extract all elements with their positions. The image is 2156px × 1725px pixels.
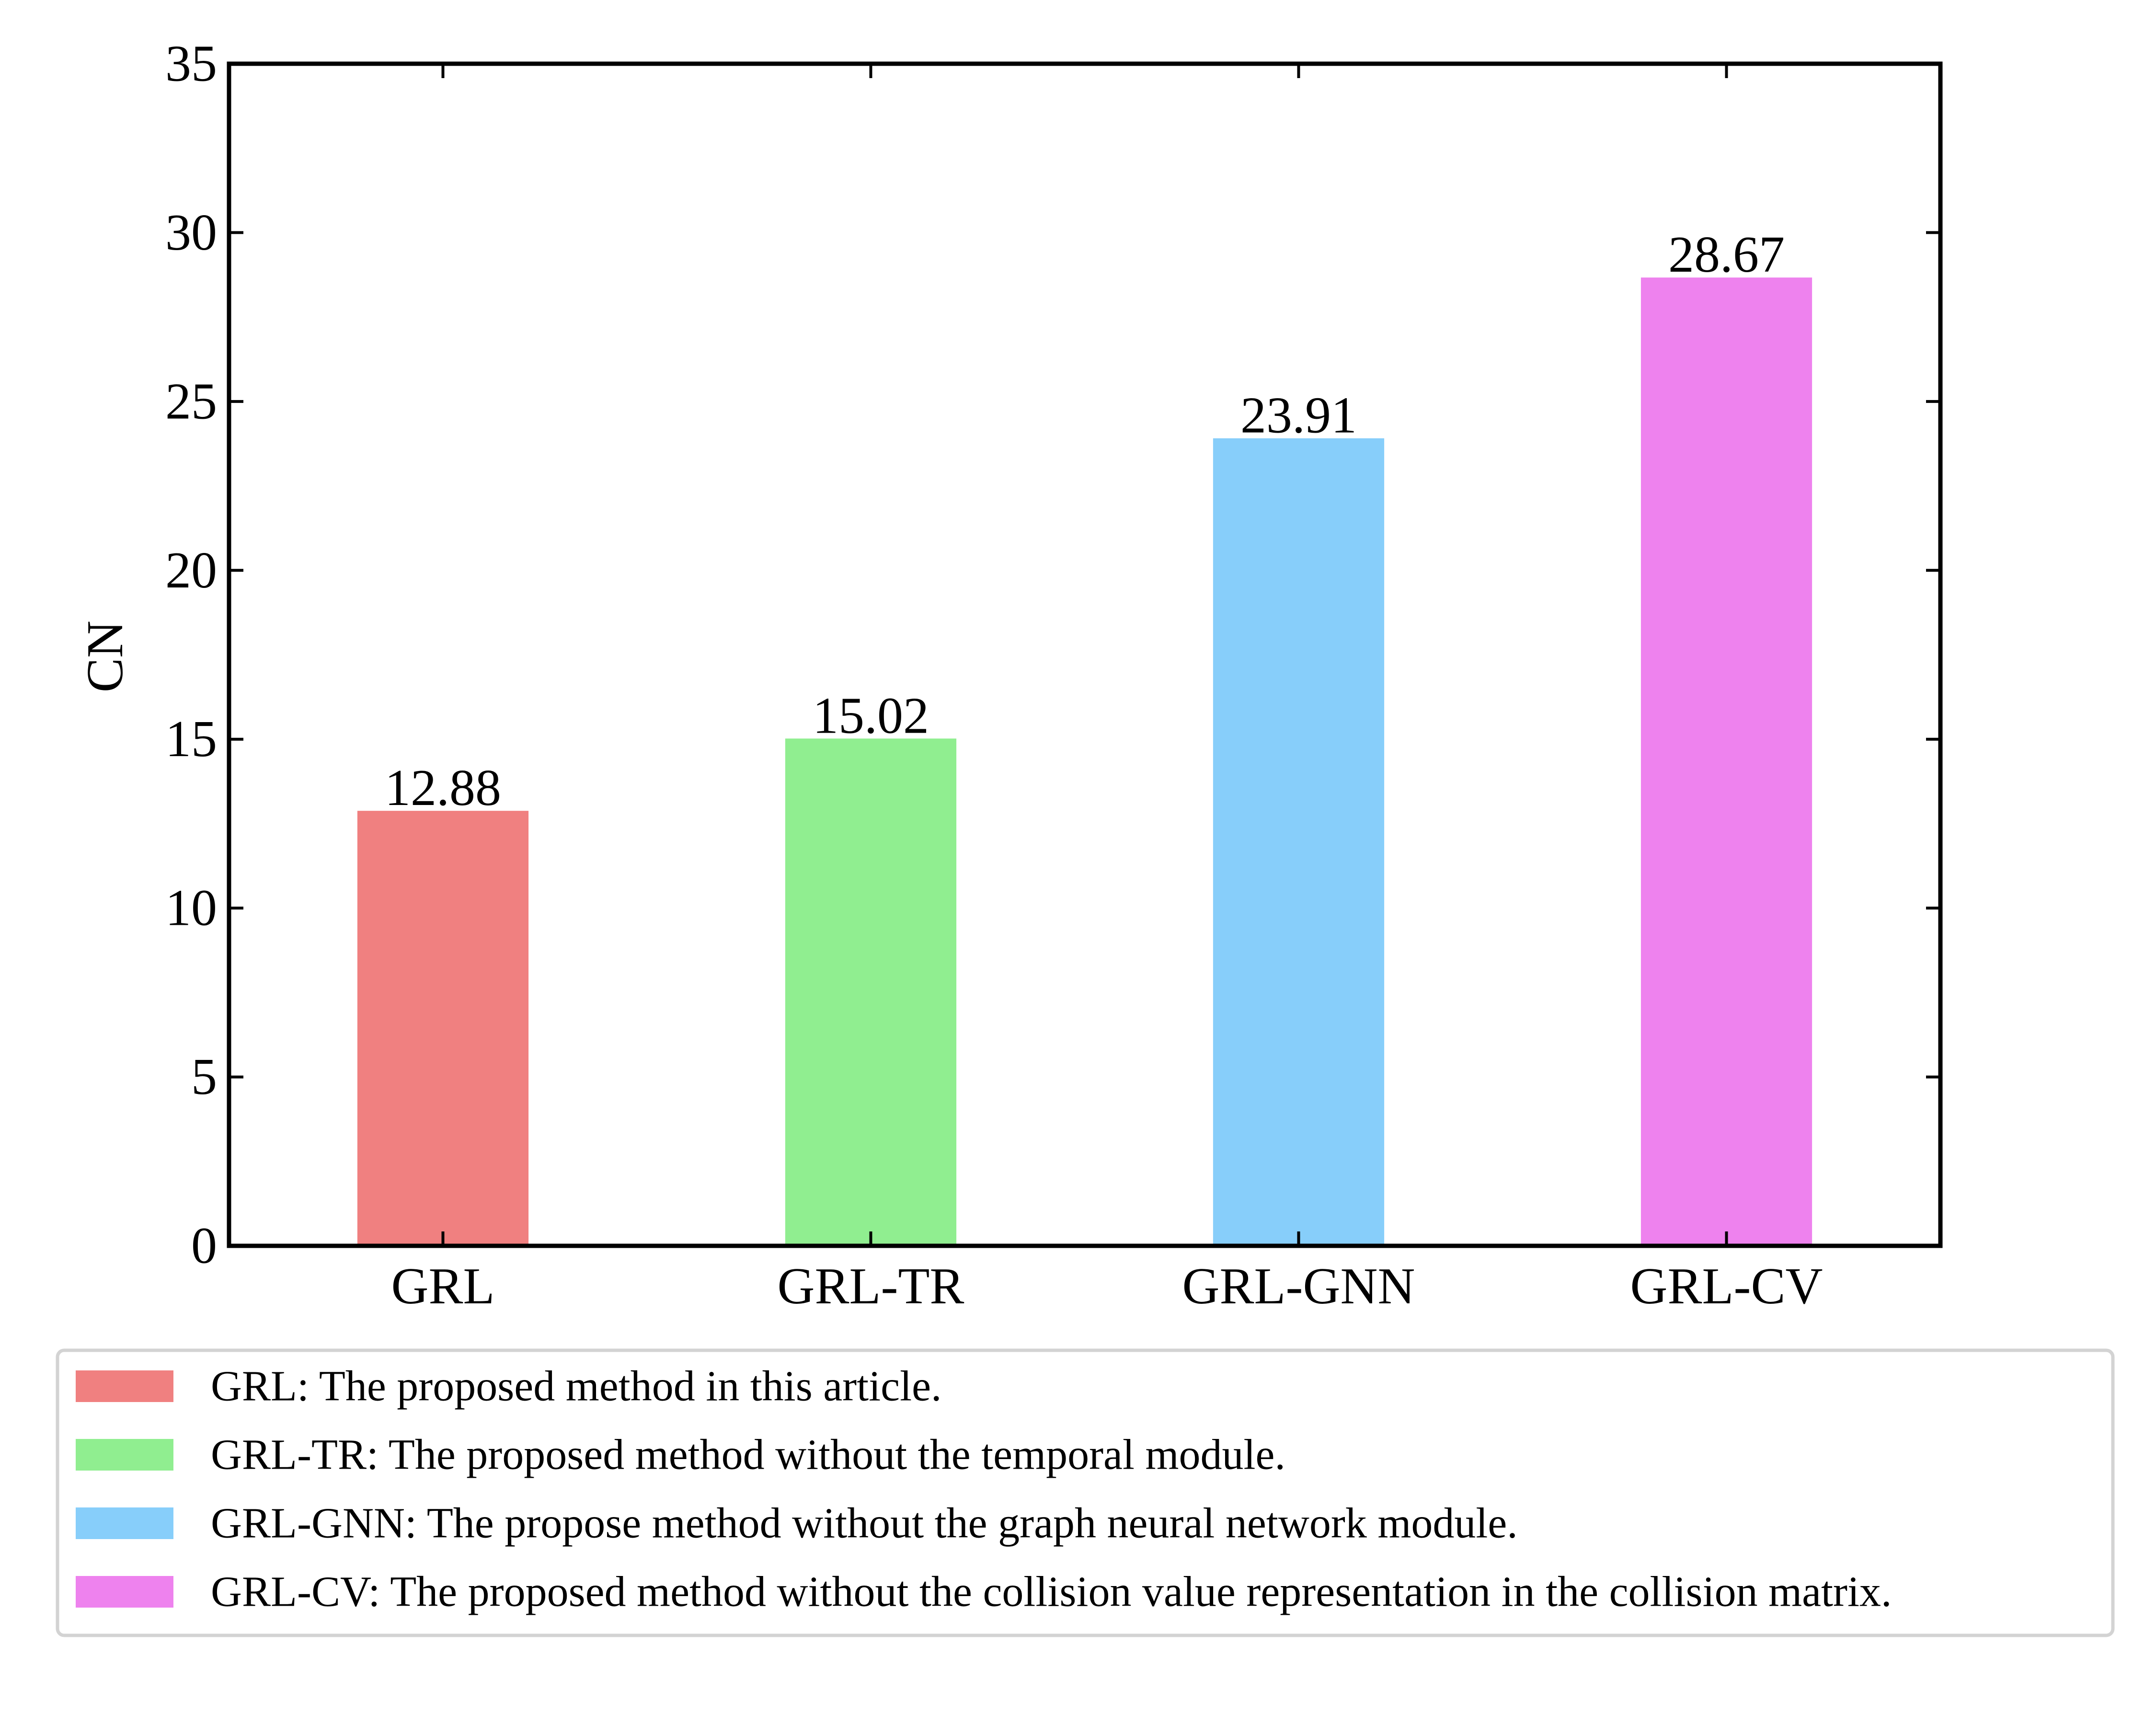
- legend-swatch-grl: [76, 1370, 173, 1402]
- x-tick-label-grl-cv: GRL-CV: [1630, 1258, 1823, 1315]
- y-tick-label: 10: [165, 880, 217, 937]
- legend-label-grl-gnn: GRL-GNN: The propose method without the …: [211, 1500, 1518, 1547]
- legend-label-grl: GRL: The proposed method in this article…: [211, 1363, 942, 1410]
- bar-grl-gnn: [1213, 438, 1385, 1246]
- bar-grl-cv: [1640, 277, 1812, 1246]
- y-axis-title: CN: [77, 621, 134, 692]
- x-tick-label-grl-gnn: GRL-GNN: [1182, 1258, 1415, 1315]
- y-tick-label: 30: [165, 204, 217, 261]
- bar-grl-tr: [785, 738, 957, 1246]
- y-tick-label: 20: [165, 542, 217, 599]
- data-label-grl-gnn: 23.91: [1240, 387, 1357, 444]
- legend-label-grl-cv: GRL-CV: The proposed method without the …: [211, 1568, 1892, 1616]
- y-tick-label: 5: [191, 1048, 217, 1105]
- labels-layer: 12.88 GRL 15.02 GRL-TR 23.91 GRL-GNN 28.67 GRL-…: [165, 35, 1823, 1315]
- x-tick-label-grl: GRL: [391, 1258, 495, 1315]
- y-tick-label: 25: [165, 373, 217, 430]
- data-label-grl-tr: 15.02: [813, 687, 929, 744]
- legend-swatch-grl-gnn: [76, 1507, 173, 1539]
- data-label-grl: 12.88: [385, 759, 501, 816]
- legend-swatch-grl-tr: [76, 1439, 173, 1471]
- legend: GRL: The proposed method in this article…: [56, 1348, 2115, 1637]
- legend-box: [56, 1348, 2115, 1637]
- legend-label-grl-tr: GRL-TR: The proposed method without the …: [211, 1431, 1285, 1479]
- x-tick-label-grl-tr: GRL-TR: [778, 1258, 964, 1315]
- legend-swatch-grl-cv: [76, 1576, 173, 1608]
- bars-layer: [357, 277, 1812, 1246]
- plot-frame: [227, 61, 1943, 1248]
- y-tick-label: 35: [165, 35, 217, 92]
- y-tick-label: 0: [191, 1218, 217, 1275]
- data-label-grl-cv: 28.67: [1668, 226, 1785, 283]
- bar-grl: [357, 811, 529, 1246]
- y-tick-label: 15: [165, 711, 217, 768]
